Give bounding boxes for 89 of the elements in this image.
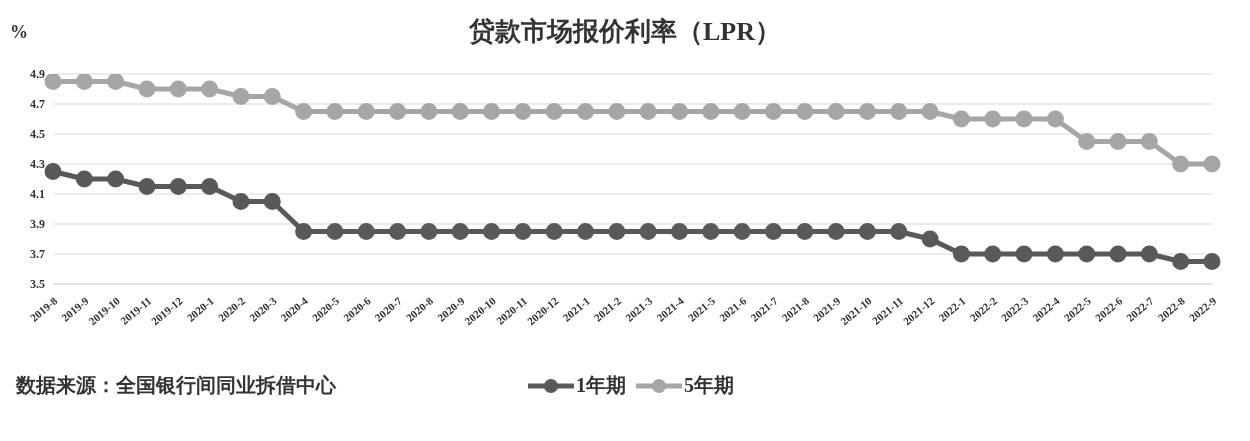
- legend-label: 5年期: [684, 373, 734, 398]
- point: [295, 223, 313, 240]
- point: [263, 193, 281, 210]
- point: [138, 178, 156, 195]
- point: [890, 103, 908, 120]
- point: [1046, 245, 1064, 263]
- point: [952, 110, 970, 128]
- point: [1015, 245, 1033, 263]
- point: [138, 80, 156, 98]
- point: [1140, 133, 1158, 150]
- point: [295, 103, 313, 120]
- source-note: 数据来源：全国银行间同业拆借中心: [16, 374, 336, 396]
- point: [764, 223, 782, 240]
- point: [827, 223, 845, 240]
- point: [890, 223, 908, 240]
- y-tick-label: 4.1: [30, 187, 45, 202]
- y-tick-label: 4.5: [30, 127, 45, 142]
- point: [764, 103, 782, 120]
- point: [1078, 133, 1096, 150]
- point: [796, 103, 814, 120]
- point: [44, 163, 62, 180]
- point: [326, 223, 344, 240]
- point: [1078, 245, 1096, 263]
- y-tick-label: 3.5: [30, 277, 45, 292]
- point: [858, 103, 876, 120]
- point: [858, 223, 876, 240]
- y-tick-label: 4.3: [30, 157, 45, 172]
- point: [670, 223, 688, 240]
- point: [702, 103, 720, 120]
- point: [796, 223, 814, 240]
- point: [389, 103, 407, 120]
- point: [357, 103, 375, 120]
- point: [483, 103, 501, 120]
- point: [107, 74, 125, 90]
- point: [1109, 245, 1127, 263]
- y-axis-title: %: [10, 22, 28, 43]
- point: [232, 193, 250, 210]
- y-tick-label: 4.9: [30, 67, 45, 82]
- point: [545, 223, 563, 240]
- point: [107, 170, 125, 188]
- point: [451, 223, 469, 240]
- point: [357, 223, 375, 240]
- point: [1203, 253, 1221, 270]
- point: [1140, 245, 1158, 263]
- point: [75, 74, 93, 90]
- point: [733, 223, 751, 240]
- point: [639, 223, 657, 240]
- point: [420, 103, 438, 120]
- point: [577, 223, 595, 240]
- point: [984, 110, 1002, 128]
- point: [670, 103, 688, 120]
- point: [702, 223, 720, 240]
- point: [1015, 110, 1033, 128]
- point: [514, 223, 532, 240]
- point: [1172, 253, 1190, 270]
- point: [639, 103, 657, 120]
- point: [577, 103, 595, 120]
- point: [232, 88, 250, 105]
- point: [1172, 155, 1190, 173]
- point: [1203, 155, 1221, 173]
- chart-title: 贷款市场报价利率（LPR）: [469, 17, 781, 46]
- point: [483, 223, 501, 240]
- point: [921, 103, 939, 120]
- point: [921, 230, 939, 248]
- point: [389, 223, 407, 240]
- point: [169, 178, 187, 195]
- point: [75, 170, 93, 188]
- point: [827, 103, 845, 120]
- legend-label: 1年期: [576, 373, 626, 398]
- y-tick-label: 3.9: [30, 217, 45, 232]
- point: [201, 178, 219, 195]
- point: [169, 80, 187, 98]
- point: [451, 103, 469, 120]
- y-tick-label: 3.7: [30, 247, 45, 262]
- point: [608, 103, 626, 120]
- point: [44, 74, 62, 90]
- point: [984, 245, 1002, 263]
- y-tick-label: 4.7: [30, 97, 45, 112]
- point: [201, 80, 219, 98]
- point: [420, 223, 438, 240]
- point: [326, 103, 344, 120]
- point: [514, 103, 532, 120]
- point: [952, 245, 970, 263]
- point: [1109, 133, 1127, 150]
- point: [545, 103, 563, 120]
- point: [608, 223, 626, 240]
- point: [263, 88, 281, 105]
- point: [733, 103, 751, 120]
- point: [1046, 110, 1064, 128]
